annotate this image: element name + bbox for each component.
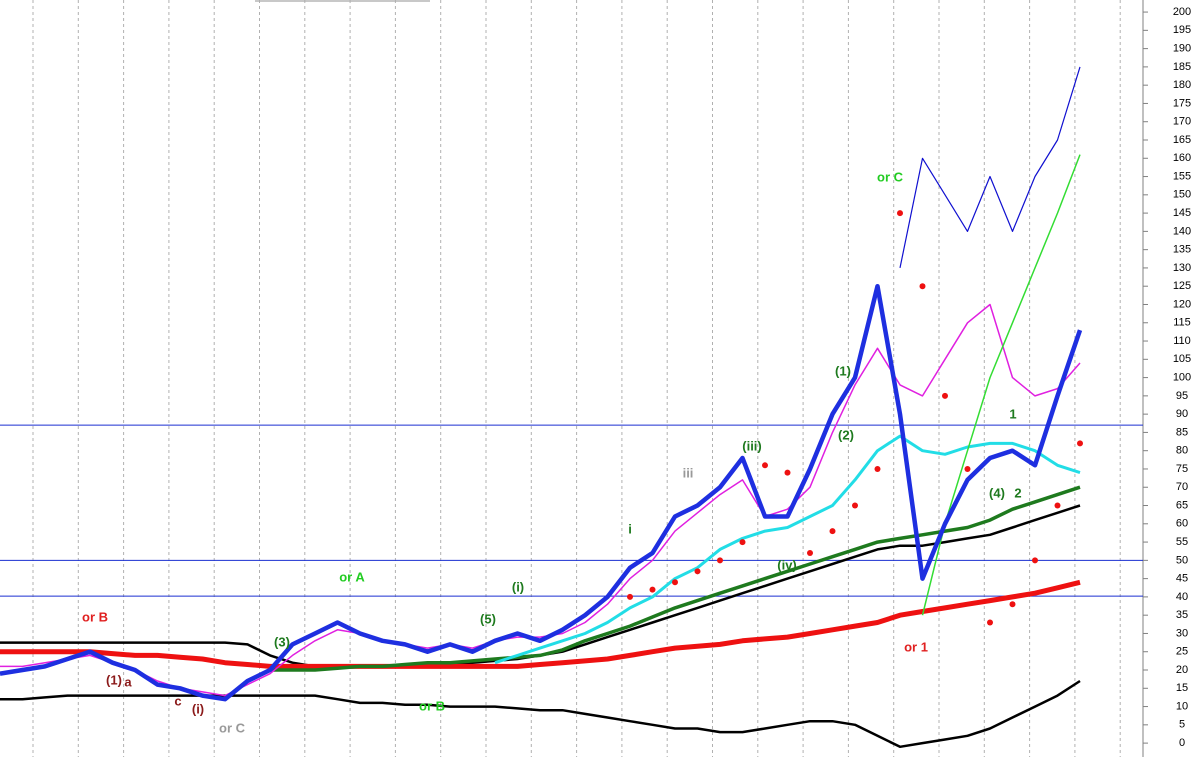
- y-tick-label: 90: [1176, 408, 1188, 420]
- y-tick-label: 155: [1173, 170, 1191, 182]
- annotation: or C: [877, 169, 904, 184]
- y-tick-label: 185: [1173, 61, 1191, 73]
- annotation: or 1: [904, 639, 928, 654]
- y-tick-label: 170: [1173, 116, 1191, 128]
- y-tick-label: 60: [1176, 518, 1188, 530]
- annotation: or B: [419, 698, 445, 713]
- y-tick-label: 5: [1179, 719, 1185, 731]
- sar-dot: [897, 210, 903, 217]
- y-tick-label: 0: [1179, 737, 1185, 749]
- annotation: or C: [219, 720, 246, 735]
- y-tick-label: 85: [1176, 426, 1188, 438]
- sar-dot: [942, 392, 948, 399]
- sar-dot: [987, 619, 993, 626]
- sar-dot: [649, 586, 656, 593]
- annotation: or A: [339, 569, 365, 584]
- y-tick-label: 25: [1176, 646, 1188, 658]
- annotation: (iii): [742, 438, 762, 453]
- sar-dot: [627, 593, 633, 600]
- annotation: iii: [683, 465, 694, 480]
- y-tick-label: 50: [1176, 554, 1188, 566]
- y-tick-label: 135: [1173, 244, 1191, 256]
- y-tick-label: 30: [1176, 627, 1188, 639]
- y-tick-label: 45: [1176, 573, 1188, 585]
- y-tick-label: 65: [1176, 499, 1188, 511]
- y-tick-label: 140: [1173, 225, 1191, 237]
- annotation: (i): [192, 701, 204, 716]
- y-tick-label: 55: [1176, 536, 1188, 548]
- annotation: c: [174, 693, 181, 708]
- sar-dot: [1077, 440, 1083, 447]
- y-tick-label: 115: [1173, 317, 1191, 329]
- sar-dot: [672, 579, 678, 586]
- sar-dot: [717, 557, 723, 564]
- annotation: or B: [82, 609, 108, 624]
- sar-dot: [919, 283, 926, 290]
- y-tick-label: 200: [1173, 6, 1191, 18]
- sar-dot: [964, 465, 971, 472]
- series-line: [270, 485, 1081, 672]
- sar-dot: [829, 528, 836, 535]
- series-line: [0, 679, 1081, 749]
- series-line: [494, 434, 1081, 665]
- y-tick-label: 180: [1173, 79, 1191, 91]
- sar-dot: [784, 469, 791, 476]
- y-tick-label: 20: [1176, 664, 1188, 676]
- sar-dot: [694, 568, 701, 575]
- annotation: (1): [106, 672, 122, 687]
- annotation: (3): [274, 634, 290, 649]
- y-tick-label: 130: [1173, 262, 1191, 274]
- y-tick-label: 75: [1176, 463, 1188, 475]
- sar-dot: [874, 465, 881, 472]
- sar-dot: [1054, 502, 1061, 509]
- y-tick-label: 10: [1176, 700, 1188, 712]
- toolbar-edge: [255, 0, 430, 2]
- annotation: (4): [989, 485, 1005, 500]
- y-tick-label: 120: [1173, 298, 1191, 310]
- annotation: 1: [1009, 406, 1016, 421]
- y-tick-label: 145: [1173, 207, 1191, 219]
- sar-dot: [1032, 557, 1038, 564]
- sar-dot: [1009, 601, 1016, 608]
- annotation: (5): [480, 611, 496, 626]
- y-tick-label: 190: [1173, 43, 1191, 55]
- y-tick-label: 15: [1176, 682, 1188, 694]
- y-tick-label: 110: [1173, 335, 1191, 347]
- y-tick-label: 95: [1176, 390, 1188, 402]
- annotation: 2: [1014, 485, 1021, 500]
- annotation: (1): [835, 363, 851, 378]
- y-tick-label: 160: [1173, 152, 1191, 164]
- y-tick-label: 35: [1176, 609, 1188, 621]
- y-tick-label: 165: [1173, 134, 1191, 146]
- annotation: a: [124, 674, 132, 689]
- annotation: (2): [838, 427, 854, 442]
- y-tick-label: 195: [1173, 24, 1191, 36]
- y-tick-label: 80: [1176, 445, 1188, 457]
- annotation: (iv): [777, 557, 797, 572]
- series-line: [0, 283, 1083, 702]
- sar-dot: [739, 539, 746, 546]
- y-tick-label: 175: [1173, 97, 1191, 109]
- sar-dot: [807, 550, 813, 557]
- series-line: [899, 66, 1081, 269]
- sar-dot: [852, 502, 858, 509]
- annotation: i: [628, 521, 632, 536]
- series-line: [0, 579, 1081, 669]
- sar-dot: [762, 462, 768, 469]
- y-tick-label: 150: [1173, 189, 1191, 201]
- y-tick-label: 70: [1176, 481, 1188, 493]
- y-tick-label: 100: [1173, 371, 1191, 383]
- y-tick-label: 40: [1176, 591, 1188, 603]
- y-tick-label: 105: [1173, 353, 1191, 365]
- y-tick-label: 125: [1173, 280, 1191, 292]
- annotation: (i): [512, 579, 524, 594]
